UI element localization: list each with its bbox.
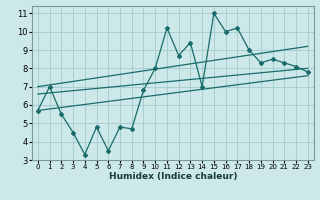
X-axis label: Humidex (Indice chaleur): Humidex (Indice chaleur) [108,172,237,181]
